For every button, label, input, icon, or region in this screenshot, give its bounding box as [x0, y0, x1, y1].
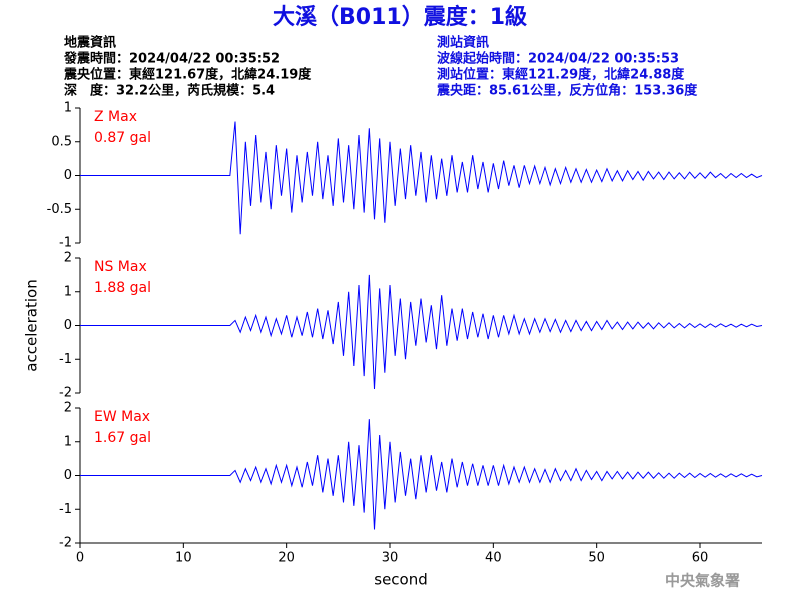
x-tick-label: 40 [485, 551, 502, 566]
y-tick-label: 0 [64, 168, 72, 183]
y-tick-label: 2 [64, 251, 72, 266]
info-line: 地震資訊 [64, 35, 116, 51]
y-tick-label: 0 [64, 468, 72, 483]
y-axis-label: acceleration [23, 279, 41, 371]
y-tick-label: -1 [59, 502, 72, 517]
y-tick-label: 0 [64, 318, 72, 333]
panel-label: Z Max [94, 109, 137, 125]
y-tick-label: -2 [59, 386, 72, 401]
info-line: 測站位置：東經121.29度，北緯24.88度 [437, 67, 685, 83]
y-tick-label: -1 [59, 236, 72, 251]
x-tick-label: 20 [278, 551, 295, 566]
max-annotation: 0.87 gal [94, 130, 151, 146]
x-tick-label: 10 [175, 551, 192, 566]
y-tick-label: 0.5 [51, 134, 72, 149]
info-line: 波線起始時間：2024/04/22 00:35:53 [437, 51, 679, 67]
y-tick-label: 1 [64, 434, 72, 449]
max-annotation: 1.67 gal [94, 430, 151, 446]
x-axis-label: second [374, 571, 428, 589]
x-tick-label: 60 [692, 551, 709, 566]
waveform [80, 419, 763, 530]
waveform [80, 121, 763, 235]
x-tick-label: 0 [76, 551, 84, 566]
info-line: 震央位置：東經121.67度，北緯24.19度 [63, 67, 312, 83]
info-line: 測站資訊 [437, 35, 489, 51]
chart-title: 大溪（B011）震度：1級 [273, 4, 527, 30]
y-tick-label: -1 [59, 352, 72, 367]
y-tick-label: 1 [64, 284, 72, 299]
info-line: 深 度：32.2公里，芮氏規模：5.4 [64, 83, 275, 99]
y-tick-label: 1 [64, 101, 72, 116]
y-tick-label: -0.5 [47, 202, 72, 217]
info-line: 發震時間：2024/04/22 00:35:52 [63, 51, 280, 67]
x-tick-label: 30 [382, 551, 399, 566]
y-tick-label: -2 [59, 536, 72, 551]
y-tick-label: 2 [64, 401, 72, 416]
footer: 中央氣象署 [665, 572, 740, 590]
panel-label: EW Max [94, 409, 150, 425]
panel-label: NS Max [94, 259, 147, 275]
info-line: 震央距：85.61公里，反方位角：153.36度 [436, 83, 698, 99]
waveform [80, 274, 763, 389]
x-tick-label: 50 [588, 551, 605, 566]
max-annotation: 1.88 gal [94, 280, 151, 296]
